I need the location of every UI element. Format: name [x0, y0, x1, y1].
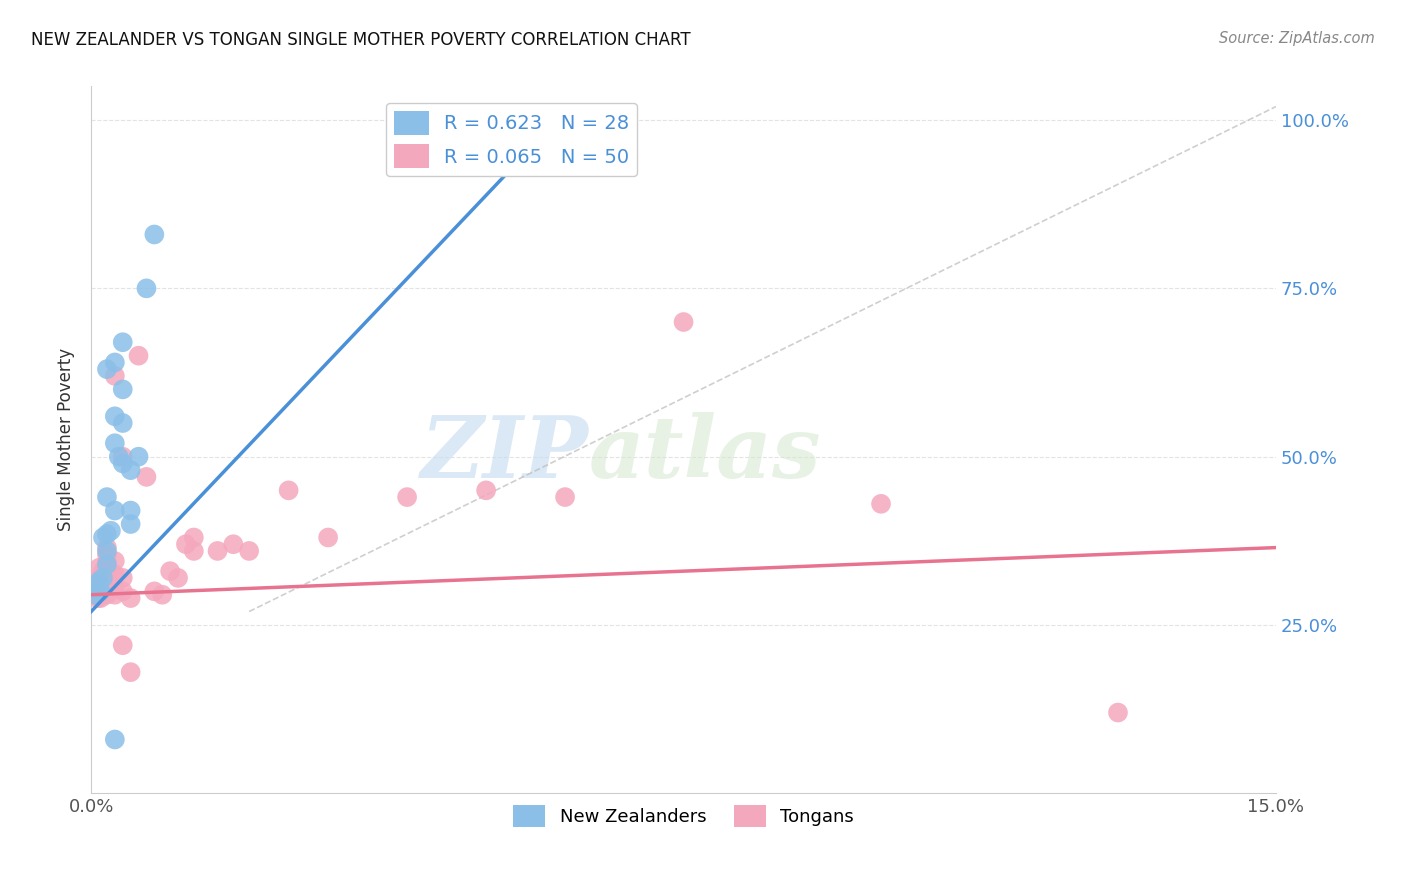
Point: [183, 531, 205, 545]
Point: [277, 483, 299, 498]
Point: [120, 665, 142, 680]
Point: [120, 503, 142, 517]
Point: [128, 349, 150, 363]
Point: [96, 588, 118, 602]
Point: [84, 588, 107, 602]
Point: [96, 561, 118, 575]
Point: [143, 227, 166, 242]
Point: [90, 591, 112, 605]
Point: [159, 564, 181, 578]
Point: [316, 531, 339, 545]
Point: [104, 355, 127, 369]
Point: [96, 547, 118, 561]
Point: [96, 541, 118, 555]
Point: [238, 544, 260, 558]
Point: [91, 574, 114, 589]
Point: [91, 564, 114, 578]
Point: [870, 497, 893, 511]
Point: [111, 638, 134, 652]
Text: ZIP: ZIP: [420, 412, 589, 496]
Point: [104, 368, 127, 383]
Point: [167, 571, 190, 585]
Point: [135, 470, 157, 484]
Point: [111, 457, 134, 471]
Point: [96, 571, 118, 585]
Point: [96, 554, 118, 568]
Point: [207, 544, 229, 558]
Point: [96, 558, 118, 572]
Point: [135, 281, 157, 295]
Point: [672, 315, 695, 329]
Point: [87, 577, 110, 591]
Point: [104, 581, 127, 595]
Point: [107, 450, 129, 464]
Point: [87, 561, 110, 575]
Point: [87, 574, 110, 589]
Point: [111, 416, 134, 430]
Point: [120, 516, 142, 531]
Point: [475, 483, 498, 498]
Point: [83, 588, 105, 602]
Point: [96, 527, 118, 541]
Point: [111, 450, 134, 464]
Y-axis label: Single Mother Poverty: Single Mother Poverty: [58, 348, 75, 532]
Point: [128, 450, 150, 464]
Point: [120, 591, 142, 605]
Point: [111, 584, 134, 599]
Point: [111, 571, 134, 585]
Legend: New Zealanders, Tongans: New Zealanders, Tongans: [506, 797, 862, 834]
Point: [96, 490, 118, 504]
Point: [87, 581, 110, 595]
Point: [111, 335, 134, 350]
Point: [100, 524, 122, 538]
Point: [104, 567, 127, 582]
Point: [143, 584, 166, 599]
Point: [104, 503, 127, 517]
Point: [87, 588, 110, 602]
Point: [174, 537, 197, 551]
Point: [104, 732, 127, 747]
Point: [104, 588, 127, 602]
Point: [1107, 706, 1129, 720]
Point: [96, 581, 118, 595]
Point: [150, 588, 173, 602]
Point: [90, 584, 112, 599]
Point: [96, 362, 118, 376]
Point: [396, 490, 419, 504]
Point: [104, 436, 127, 450]
Point: [104, 554, 127, 568]
Point: [120, 463, 142, 477]
Text: atlas: atlas: [589, 412, 821, 496]
Point: [91, 531, 114, 545]
Point: [111, 382, 134, 396]
Text: NEW ZEALANDER VS TONGAN SINGLE MOTHER POVERTY CORRELATION CHART: NEW ZEALANDER VS TONGAN SINGLE MOTHER PO…: [31, 31, 690, 49]
Point: [84, 577, 107, 591]
Point: [84, 584, 107, 599]
Text: Source: ZipAtlas.com: Source: ZipAtlas.com: [1219, 31, 1375, 46]
Point: [86, 591, 108, 605]
Point: [96, 544, 118, 558]
Point: [183, 544, 205, 558]
Point: [91, 584, 114, 599]
Point: [104, 409, 127, 424]
Point: [87, 571, 110, 585]
Point: [91, 571, 114, 585]
Point: [554, 490, 576, 504]
Point: [222, 537, 245, 551]
